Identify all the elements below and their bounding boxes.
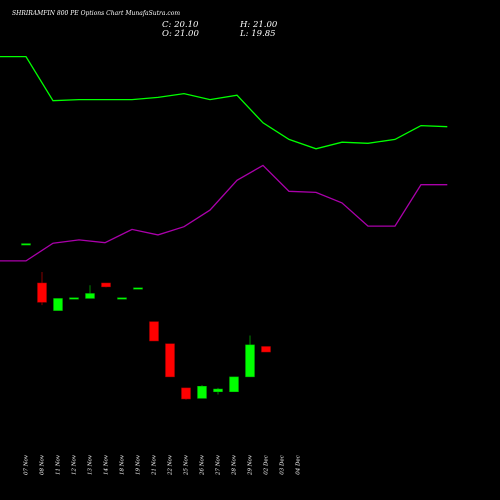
- candle-body: [229, 376, 239, 393]
- candle-body: [197, 386, 207, 399]
- candle-body: [245, 344, 255, 378]
- date-tick-label: 27 Nov: [216, 454, 222, 476]
- candle-body: [165, 343, 175, 378]
- candle-body: [117, 297, 127, 300]
- date-tick-label: 07 Nov: [24, 454, 30, 475]
- date-tick-label: 19 Nov: [136, 454, 142, 475]
- candle-body: [181, 387, 191, 400]
- date-tick-label: 08 Nov: [40, 454, 46, 475]
- date-tick-label: 03 Dec: [280, 455, 286, 475]
- date-tick-label: 22 Nov: [168, 454, 174, 476]
- candle-body: [69, 297, 79, 300]
- open-value: O: 21.00: [162, 29, 199, 39]
- candle-body: [261, 346, 271, 353]
- date-tick-label: 13 Nov: [88, 454, 94, 475]
- candle-body: [21, 243, 31, 246]
- chart-title: SHRIRAMFIN 800 PE Options Chart MunafaSu…: [12, 10, 181, 17]
- date-tick-label: 14 Nov: [104, 454, 110, 475]
- low-value: L: 19.85: [240, 29, 276, 39]
- candle-body: [213, 388, 223, 393]
- high-value: H: 21.00: [240, 20, 278, 30]
- date-tick-label: 25 Nov: [184, 454, 190, 476]
- date-tick-label: 02 Dec: [264, 455, 270, 475]
- candle-body: [149, 321, 159, 342]
- candle-body: [133, 287, 143, 290]
- candle-body: [37, 282, 47, 303]
- date-tick-label: 28 Nov: [232, 454, 238, 476]
- date-tick-label: 11 Nov: [56, 454, 62, 475]
- close-value: C: 20.10: [162, 20, 199, 30]
- upper-line-series: [0, 55, 448, 150]
- date-tick-label: 26 Nov: [200, 454, 206, 476]
- lower-line-series: [0, 164, 448, 262]
- candle-body: [101, 282, 111, 288]
- date-tick-label: 18 Nov: [120, 454, 126, 475]
- candle-body: [85, 293, 95, 299]
- date-tick-label: 12 Nov: [72, 454, 78, 475]
- candle-body: [53, 298, 63, 311]
- date-tick-label: 04 Dec: [296, 455, 302, 475]
- date-tick-label: 21 Nov: [152, 454, 158, 476]
- date-tick-label: 29 Nov: [248, 454, 254, 476]
